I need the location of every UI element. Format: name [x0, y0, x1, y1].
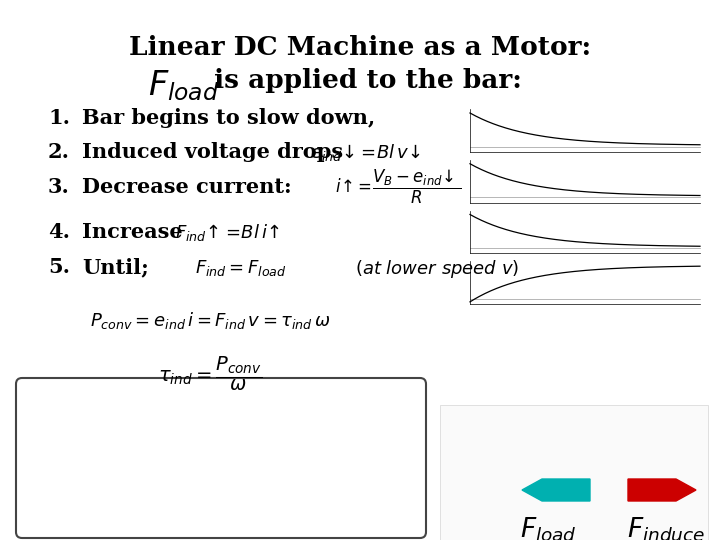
FancyArrow shape	[628, 479, 696, 501]
Text: $\mathit{F}_{load}$: $\mathit{F}_{load}$	[520, 515, 577, 540]
Text: $\tau_{ind} = \dfrac{P_{conv}}{\omega}$: $\tau_{ind} = \dfrac{P_{conv}}{\omega}$	[158, 355, 262, 393]
Text: $(at\ lower\ speed\ v)$: $(at\ lower\ speed\ v)$	[355, 258, 519, 280]
Text: Linear DC Machine as a Motor:: Linear DC Machine as a Motor:	[129, 35, 591, 60]
Text: Until;: Until;	[82, 257, 149, 277]
Text: $e_{ind}\!\downarrow\!=\!Bl\,v\!\downarrow$: $e_{ind}\!\downarrow\!=\!Bl\,v\!\downarr…	[310, 142, 421, 163]
Text: $i\!\uparrow\!=\!\dfrac{V_B - e_{ind}\!\downarrow}{R}$: $i\!\uparrow\!=\!\dfrac{V_B - e_{ind}\!\…	[335, 168, 461, 206]
Bar	[440, 405, 708, 540]
FancyBboxPatch shape	[16, 378, 426, 538]
Text: $P_{conv} = e_{ind}\,i = F_{ind}\,v = \tau_{ind}\,\omega$: $P_{conv} = e_{ind}\,i = F_{ind}\,v = \t…	[90, 310, 330, 331]
Text: Decrease current:: Decrease current:	[82, 177, 292, 197]
FancyArrow shape	[522, 479, 590, 501]
Text: Bar begins to slow down,: Bar begins to slow down,	[82, 108, 375, 128]
Text: $\mathit{F}_{\mathit{load}}$: $\mathit{F}_{\mathit{load}}$	[148, 68, 219, 103]
Text: is applied to the bar:: is applied to the bar:	[205, 68, 522, 93]
Text: 1.: 1.	[48, 108, 70, 128]
Text: $F_{ind}\!\uparrow\!=\!Bl\,i\!\uparrow$: $F_{ind}\!\uparrow\!=\!Bl\,i\!\uparrow$	[175, 222, 280, 243]
Text: $\mathit{F}_{induce}$: $\mathit{F}_{induce}$	[627, 515, 705, 540]
Text: 5.: 5.	[48, 257, 70, 277]
Text: 2.: 2.	[48, 142, 70, 162]
Text: $F_{ind} = F_{load}$: $F_{ind} = F_{load}$	[195, 258, 287, 278]
Text: 4.: 4.	[48, 222, 70, 242]
Text: Increase: Increase	[82, 222, 183, 242]
Text: Induced voltage drops: Induced voltage drops	[82, 142, 343, 162]
Text: 3.: 3.	[48, 177, 70, 197]
